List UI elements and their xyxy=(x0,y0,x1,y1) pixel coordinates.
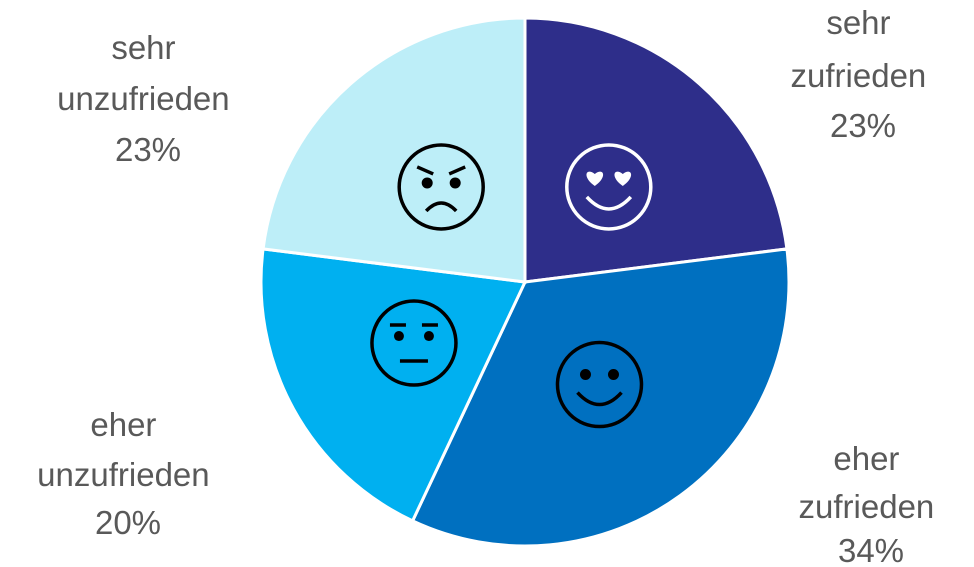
pie-slice-eher-unzufrieden xyxy=(259,247,528,523)
slice-icons xyxy=(370,143,653,429)
label-eher-zufrieden: eher zufrieden 34% xyxy=(799,440,944,567)
label-eher-unzufrieden: eher unzufrieden 20% xyxy=(37,406,219,541)
label-sehr-zufrieden: sehr zufrieden 23% xyxy=(791,4,936,144)
label-sehr-unzufrieden: sehr unzufrieden 23% xyxy=(57,29,239,168)
angry-face-icon xyxy=(397,143,485,231)
heart-eyes-smiley-icon xyxy=(565,143,653,231)
pie-slices xyxy=(259,16,791,548)
neutral-face-icon xyxy=(370,299,458,387)
pie-slice-sehr-zufrieden xyxy=(523,16,789,284)
pie-slice-sehr-unzufrieden xyxy=(261,16,527,284)
smiley-icon xyxy=(555,340,644,429)
